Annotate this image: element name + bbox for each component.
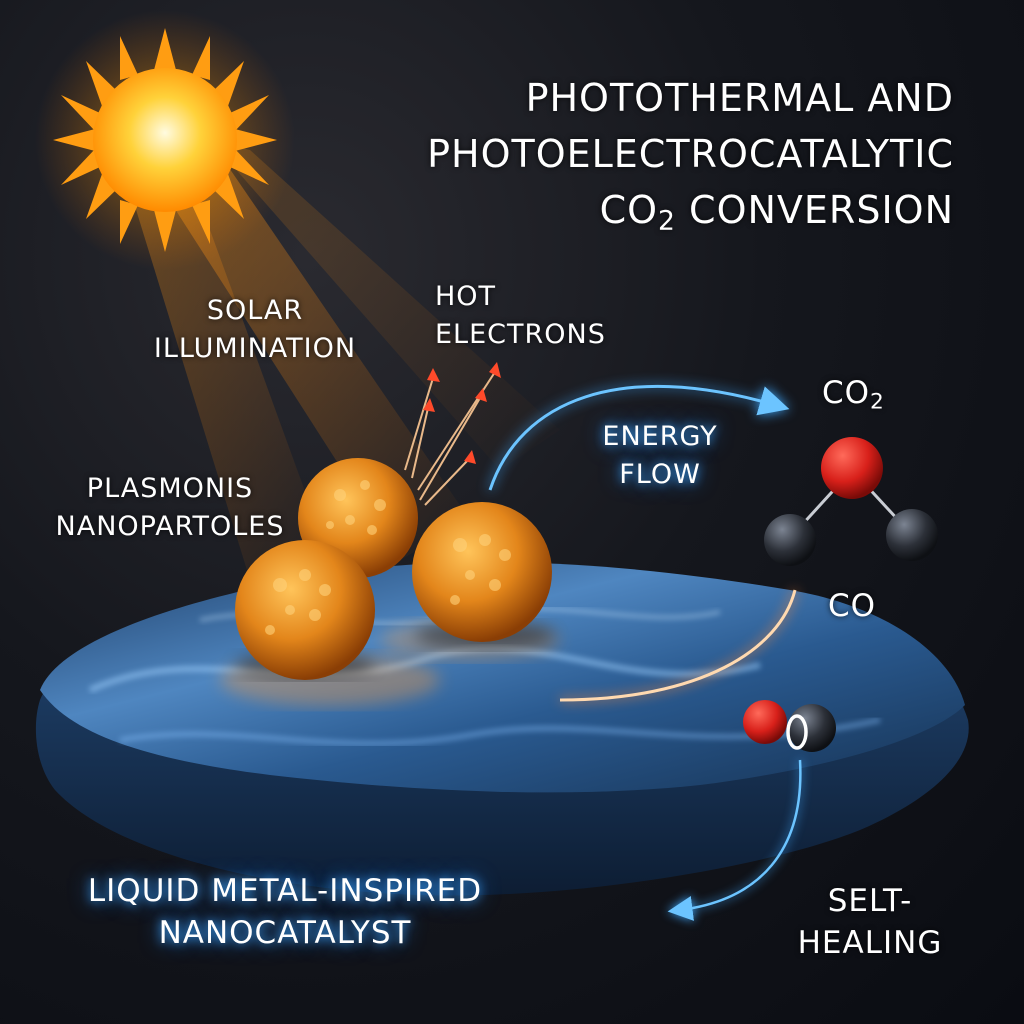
hot-electron-tips (423, 362, 501, 464)
plasmonic-nanoparticles-label: PLASMONIS NANOPARTOLES (50, 470, 290, 546)
plasmonic-nanoparticles (235, 458, 555, 680)
energy-label-line-1: ENERGY (602, 421, 718, 452)
solar-label-line-1: SOLAR (206, 295, 304, 326)
co2-label: CO2 (822, 372, 885, 423)
solar-label-line-2: ILLUMINATION (153, 333, 357, 364)
solar-illumination-label: SOLAR ILLUMINATION (140, 292, 370, 368)
energy-flow-label: ENERGY FLOW (585, 418, 735, 494)
title-conversion: CONVERSION (675, 188, 954, 232)
co-return-arrow (559, 589, 797, 702)
title-line-3: CO2 CONVERSION (427, 182, 954, 250)
diagram-title: PHOTOTHERMAL AND PHOTOELECTROCATALYTIC C… (427, 70, 954, 250)
energy-flow-arrow (488, 385, 790, 491)
catalyst-label-line-1: LIQUID METAL-INSPIRED (87, 873, 483, 909)
energy-label-line-2: FLOW (619, 459, 701, 490)
catalyst-label-line-2: NANOCATALYST (158, 915, 412, 951)
co-molecule-icon (743, 700, 836, 752)
plasmonic-label-line-1: PLASMONIS (86, 473, 254, 504)
self-healing-label: SELT- HEALING (790, 880, 950, 964)
nanocatalyst-label: LIQUID METAL-INSPIRED NANOCATALYST (55, 870, 515, 954)
hot-label-line-2: ELECTRONS (435, 319, 606, 350)
hot-electron-arrows (404, 371, 496, 506)
co2-molecule-icon (764, 437, 938, 566)
title-co: CO (599, 188, 659, 232)
self-healing-arrow (667, 759, 802, 921)
title-line-1: PHOTOTHERMAL AND (525, 76, 954, 120)
self-label-line-1: SELT- (827, 883, 913, 919)
hot-electrons-label: HOT ELECTRONS (435, 278, 606, 354)
title-line-2: PHOTOELECTROCATALYTIC (427, 132, 954, 176)
hot-label-line-1: HOT (435, 281, 497, 312)
co2-label-subscript: 2 (870, 389, 885, 415)
co-label: CO (828, 588, 877, 624)
sun-icon (35, 10, 295, 270)
self-label-line-2: HEALING (797, 925, 943, 961)
plasmonic-label-line-2: NANOPARTOLES (55, 511, 285, 542)
co2-label-main: CO (822, 375, 871, 411)
title-co-subscript: 2 (658, 205, 676, 237)
